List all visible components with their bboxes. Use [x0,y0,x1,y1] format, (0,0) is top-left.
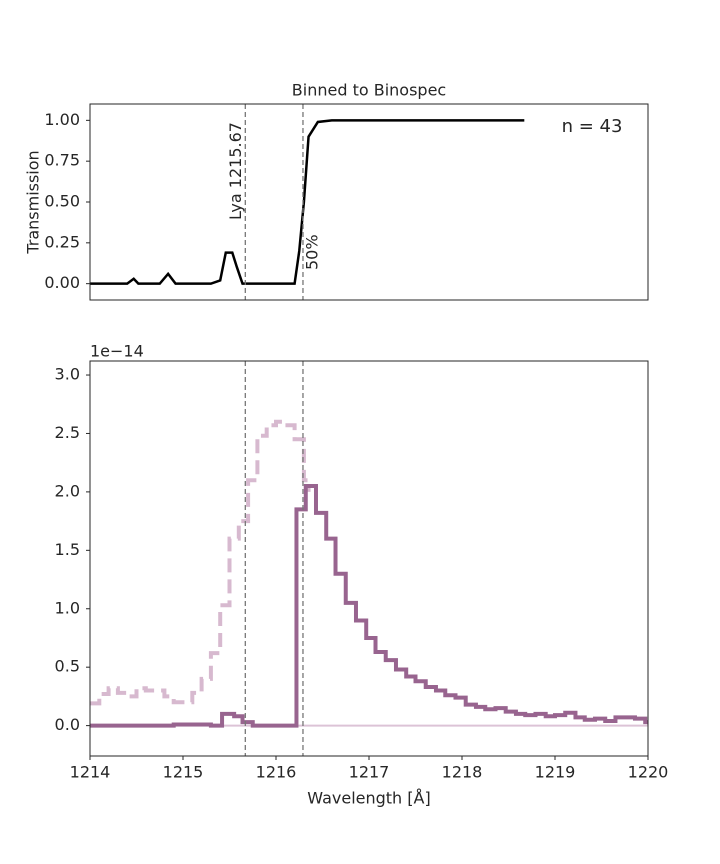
x-tick-label: 1214 [70,763,111,782]
y-tick-label: 0.50 [44,192,80,211]
plot-frame [89,360,649,757]
plot-frame [89,103,649,301]
y-tick-label: 1.00 [44,110,80,129]
annotation: 50% [302,234,321,270]
y-tick-label: 0.0 [55,715,80,734]
x-tick-label: 1218 [442,763,483,782]
y-tick-label: 0.5 [55,657,80,676]
annotation: Lya 1215.67 [226,122,245,220]
y-tick-label: 2.5 [55,423,80,442]
y-tick-label: 1.0 [55,598,80,617]
y-tick-label: 0.00 [44,273,80,292]
series-line [90,119,525,285]
series-line [90,484,648,728]
x-tick-label: 1219 [535,763,576,782]
axis-offset-label: 1e−14 [90,342,144,361]
y-tick-label: 0.25 [44,232,80,251]
annotation: n = 43 [562,116,623,137]
y-axis-label: Transmission [24,150,43,254]
x-axis-label: Wavelength [Å] [307,789,430,808]
y-tick-label: 1.5 [55,540,80,559]
x-tick-label: 1220 [628,763,669,782]
chart-title: Binned to Binospec [292,81,446,100]
y-tick-label: 3.0 [55,365,80,384]
x-tick-label: 1216 [256,763,297,782]
x-tick-label: 1215 [163,763,204,782]
y-tick-label: 2.0 [55,481,80,500]
x-tick-label: 1217 [349,763,390,782]
series-line [90,419,311,706]
y-tick-label: 0.75 [44,151,80,170]
